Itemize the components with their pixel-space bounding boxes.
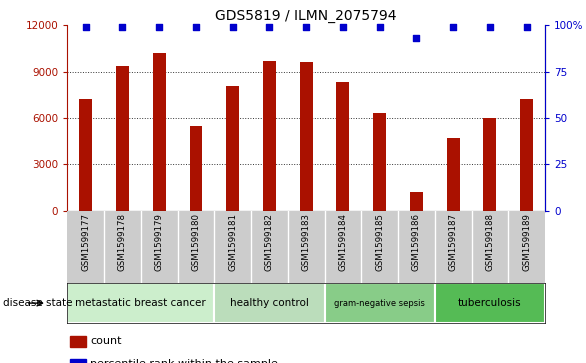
Bar [70, 359, 86, 363]
Bar [447, 138, 459, 211]
Text: GSM1599178: GSM1599178 [118, 213, 127, 271]
Text: count: count [90, 337, 122, 346]
Text: disease state: disease state [3, 298, 73, 308]
Text: GSM1599186: GSM1599186 [412, 213, 421, 271]
Text: gram-negative sepsis: gram-negative sepsis [334, 299, 425, 307]
Bar [410, 192, 423, 211]
Text: GSM1599187: GSM1599187 [449, 213, 458, 271]
Bar [79, 99, 92, 211]
Text: GSM1599177: GSM1599177 [81, 213, 90, 271]
Text: GSM1599184: GSM1599184 [339, 213, 347, 271]
Bar [189, 126, 202, 211]
Point [265, 24, 274, 30]
Bar [325, 283, 435, 323]
Bar [300, 62, 312, 211]
Title: GDS5819 / ILMN_2075794: GDS5819 / ILMN_2075794 [216, 9, 397, 23]
Bar [520, 99, 533, 211]
Bar [263, 61, 276, 211]
Text: GSM1599182: GSM1599182 [265, 213, 274, 271]
Bar [67, 283, 214, 323]
Point [191, 24, 200, 30]
Point [522, 24, 532, 30]
Text: GSM1599188: GSM1599188 [485, 213, 495, 271]
Point [155, 24, 164, 30]
Point [118, 24, 127, 30]
Text: GSM1599183: GSM1599183 [302, 213, 311, 271]
Bar [226, 86, 239, 211]
Text: GSM1599179: GSM1599179 [155, 213, 163, 270]
Bar [70, 336, 86, 347]
Text: GSM1599180: GSM1599180 [192, 213, 200, 271]
Text: tuberculosis: tuberculosis [458, 298, 522, 308]
Point [485, 24, 495, 30]
Point [228, 24, 237, 30]
Bar [153, 53, 166, 211]
Text: GSM1599181: GSM1599181 [228, 213, 237, 271]
Text: GSM1599185: GSM1599185 [375, 213, 384, 271]
Point [81, 24, 90, 30]
Text: percentile rank within the sample: percentile rank within the sample [90, 359, 278, 363]
Bar [483, 118, 496, 211]
Bar [373, 113, 386, 211]
Text: healthy control: healthy control [230, 298, 309, 308]
Point [448, 24, 458, 30]
Bar [336, 82, 349, 211]
Point [412, 36, 421, 41]
Bar [116, 66, 129, 211]
Point [302, 24, 311, 30]
Text: GSM1599189: GSM1599189 [522, 213, 531, 270]
Text: metastatic breast cancer: metastatic breast cancer [76, 298, 206, 308]
Bar [214, 283, 325, 323]
Point [375, 24, 384, 30]
Point [338, 24, 347, 30]
Bar [435, 283, 545, 323]
